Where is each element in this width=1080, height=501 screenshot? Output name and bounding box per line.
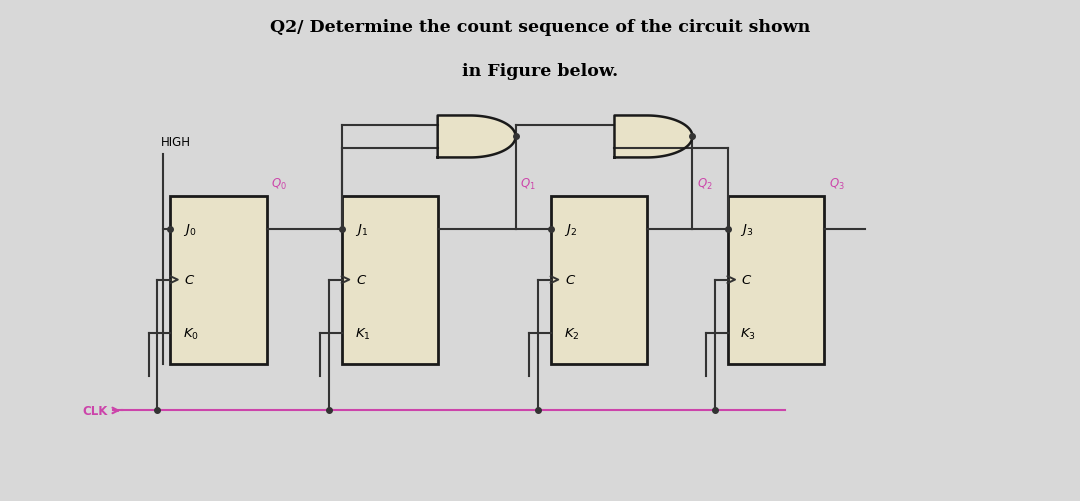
Text: $J_3$: $J_3$ bbox=[741, 222, 754, 238]
Text: CLK: CLK bbox=[83, 404, 108, 417]
Text: $Q_3$: $Q_3$ bbox=[829, 176, 846, 191]
Text: $C$: $C$ bbox=[565, 274, 576, 287]
Text: $K_3$: $K_3$ bbox=[741, 326, 756, 341]
Text: Q2/ Determine the count sequence of the circuit shown: Q2/ Determine the count sequence of the … bbox=[270, 19, 810, 36]
Polygon shape bbox=[437, 116, 515, 158]
Text: $Q_1$: $Q_1$ bbox=[519, 176, 536, 191]
Text: $Q_0$: $Q_0$ bbox=[271, 176, 287, 191]
Text: $Q_2$: $Q_2$ bbox=[697, 176, 713, 191]
Text: $J_0$: $J_0$ bbox=[184, 222, 197, 238]
Bar bbox=[171, 196, 267, 364]
Text: $C$: $C$ bbox=[185, 274, 195, 287]
Bar bbox=[728, 196, 824, 364]
Text: $J_1$: $J_1$ bbox=[354, 222, 367, 238]
Text: $C$: $C$ bbox=[742, 274, 753, 287]
Text: $K_2$: $K_2$ bbox=[564, 326, 579, 341]
Text: $J_2$: $J_2$ bbox=[564, 222, 577, 238]
Polygon shape bbox=[615, 116, 692, 158]
Text: $K_0$: $K_0$ bbox=[184, 326, 199, 341]
Text: $K_1$: $K_1$ bbox=[354, 326, 370, 341]
Text: in Figure below.: in Figure below. bbox=[462, 63, 618, 80]
Bar bbox=[551, 196, 647, 364]
Text: HIGH: HIGH bbox=[161, 136, 191, 148]
Text: $C$: $C$ bbox=[355, 274, 367, 287]
Bar bbox=[341, 196, 438, 364]
